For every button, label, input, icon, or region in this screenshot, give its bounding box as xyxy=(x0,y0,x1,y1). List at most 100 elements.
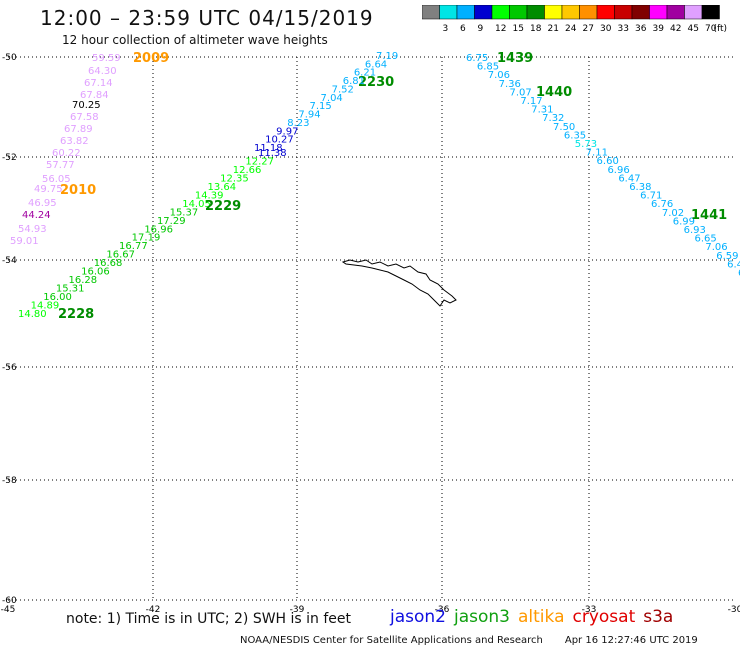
lat-tick-label: -54 xyxy=(2,256,17,266)
scale-label: 21 xyxy=(548,24,559,34)
swh-value-label: 14.39 xyxy=(195,190,224,201)
generated-timestamp: Apr 16 12:27:46 UTC 2019 xyxy=(564,635,698,646)
scale-label: 12 xyxy=(495,24,506,34)
swh-value-label: 6.96 xyxy=(607,165,629,176)
scale-unit: (ft) xyxy=(714,24,728,34)
scale-swatch xyxy=(684,5,703,20)
swh-value-label: 6.65 xyxy=(694,234,716,245)
swh-value-label: 16.00 xyxy=(43,292,72,303)
swh-value-label: 59.59 xyxy=(92,53,121,64)
satellite-legend-jason2: jason2 xyxy=(390,607,446,627)
south-georgia-coastline xyxy=(341,259,457,307)
pass-time-label: 2228 xyxy=(58,307,94,322)
scale-label: 36 xyxy=(635,24,647,34)
swh-value-label: 7.36 xyxy=(499,79,521,90)
swh-value-label: 63.82 xyxy=(60,136,89,147)
scale-swatch xyxy=(439,5,458,20)
swh-value-label: 7.04 xyxy=(321,93,343,104)
swh-value-label: 6.71 xyxy=(640,191,662,202)
scale-label: 15 xyxy=(513,24,524,34)
swh-value-label: 13.64 xyxy=(207,182,236,193)
pass-time-label: 1439 xyxy=(497,51,533,66)
swh-value-label: 64.30 xyxy=(88,66,117,77)
scale-swatch xyxy=(596,5,615,20)
swh-value-label: 7.50 xyxy=(553,122,575,133)
pass-time-label: 1441 xyxy=(691,208,727,223)
swh-value-label: 6.82 xyxy=(738,268,740,279)
scale-swatch xyxy=(544,5,563,20)
satellite-legend: jason2 jason3 altika cryosat s3a xyxy=(390,607,681,627)
swh-value-label: 5.73 xyxy=(575,139,597,150)
scale-swatch xyxy=(614,5,633,20)
scale-swatch xyxy=(579,5,598,20)
swh-value-label: 60.22 xyxy=(52,148,81,159)
swh-value-label: 70.25 xyxy=(72,100,101,111)
swh-value-label: 67.14 xyxy=(84,78,113,89)
swh-value-label: 10.27 xyxy=(265,135,294,146)
swh-value-label: 7.06 xyxy=(705,242,727,253)
scale-swatch xyxy=(666,5,685,20)
swh-value-label: 6.75 xyxy=(466,53,488,64)
satellite-legend-jason3: jason3 xyxy=(454,607,510,627)
swh-value-label: 16.67 xyxy=(106,250,135,261)
swh-value-label: 6.76 xyxy=(651,199,673,210)
swh-value-label: 17.29 xyxy=(157,216,186,227)
swh-value-label: 6.38 xyxy=(629,182,651,193)
swh-value-label: 49.75 xyxy=(34,184,63,195)
swh-value-label: 14.89 xyxy=(31,301,60,312)
swh-value-label: 11.18 xyxy=(254,143,283,154)
pass-time-label: 1440 xyxy=(536,85,572,100)
swh-value-label: 44.24 xyxy=(22,210,51,221)
scale-swatch xyxy=(491,5,510,20)
swh-value-label: 6.85 xyxy=(477,62,499,73)
scale-label: 30 xyxy=(600,24,612,34)
swh-value-label: 17.19 xyxy=(132,233,161,244)
credit-line: NOAA/NESDIS Center for Satellite Applica… xyxy=(240,635,698,646)
swh-value-label: 6.93 xyxy=(684,225,706,236)
scale-swatch xyxy=(474,5,493,20)
swh-value-label: 6.81 xyxy=(343,76,365,87)
axis-ticks: -45 -42 -39 -36 -33 -30 -50 -52 -54 -56 -58 -60 xyxy=(1,53,740,615)
satellite-legend-s3a: s3a xyxy=(643,607,674,627)
scale-label: 42 xyxy=(670,24,681,34)
swh-value-label: 16.06 xyxy=(81,267,110,278)
swh-value-label: 56.05 xyxy=(42,174,71,185)
lat-tick-label: -58 xyxy=(2,476,17,486)
pass-time-label: 2009 xyxy=(133,51,169,66)
swh-value-label: 16.28 xyxy=(69,275,98,286)
footer-note: note: 1) Time is in UTC; 2) SWH is in fe… xyxy=(66,611,352,627)
swh-value-label: 7.31 xyxy=(531,105,553,116)
scale-label: 39 xyxy=(653,24,665,34)
credit-text: NOAA/NESDIS Center for Satellite Applica… xyxy=(240,635,543,646)
scale-label: 18 xyxy=(530,24,542,34)
swh-value-label: 7.32 xyxy=(542,113,564,124)
scale-swatch xyxy=(509,5,528,20)
swh-value-label: 7.17 xyxy=(520,96,542,107)
wave-height-color-scale: 3 6 9 12 15 18 21 24 27 30 33 36 39 42 45 70(ft) xyxy=(422,5,728,34)
scale-label: 45 xyxy=(688,24,699,34)
scale-label: 33 xyxy=(618,24,629,34)
altimeter-tracks: 59.59 64.3067.1467.8470.2567.5867.8963.82… xyxy=(10,51,740,322)
scale-swatch xyxy=(456,5,475,20)
lon-tick-label: -36 xyxy=(435,605,450,615)
scale-swatch xyxy=(631,5,650,20)
satellite-legend-altika: altika xyxy=(518,607,565,627)
scale-label: 3 xyxy=(443,24,449,34)
pass-time-label: 2010 xyxy=(60,183,96,198)
scale-swatch xyxy=(422,5,440,20)
swh-value-label: 67.58 xyxy=(70,112,99,123)
swh-value-label: 6.47 xyxy=(618,173,640,184)
lat-tick-label: -50 xyxy=(2,53,17,63)
swh-value-label: 16.68 xyxy=(94,258,123,269)
lon-tick-label: -42 xyxy=(146,605,161,615)
swh-value-label: 7.15 xyxy=(309,101,331,112)
swh-value-label: 14.80 xyxy=(18,309,47,320)
swh-value-label: 11.38 xyxy=(258,148,287,159)
swh-value-label: 6.59 xyxy=(716,251,738,262)
swh-value-label: 15.31 xyxy=(56,284,85,295)
scale-label: 70 xyxy=(705,24,717,34)
swh-value-label: 8.23 xyxy=(287,118,309,129)
swh-value-label: 12.27 xyxy=(245,156,274,167)
scale-label: 27 xyxy=(583,24,594,34)
scale-swatch xyxy=(561,5,580,20)
